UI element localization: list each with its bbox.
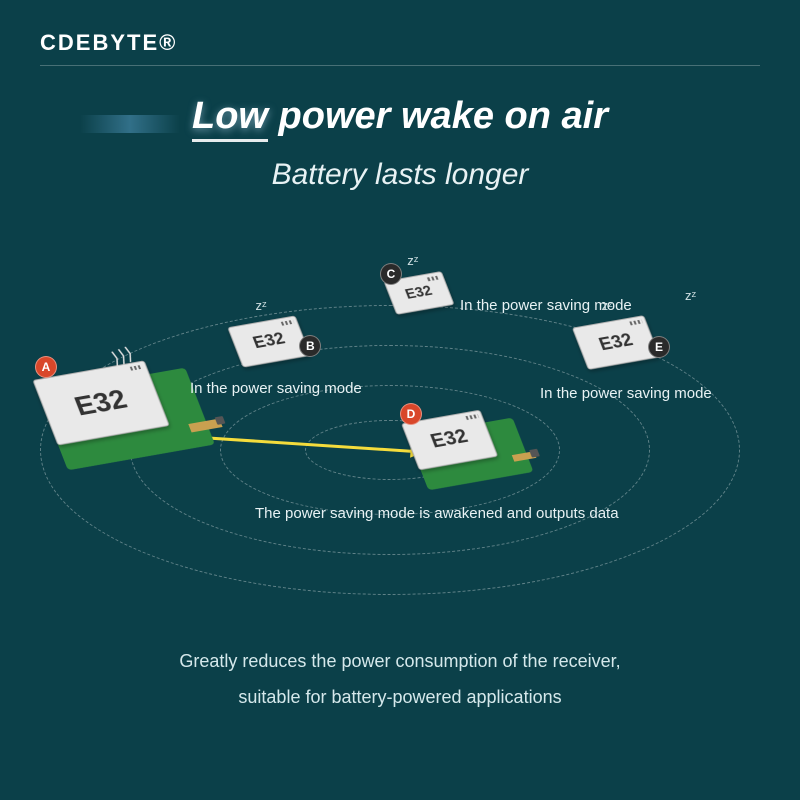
title-area: Low power wake on air Battery lasts long… [0,95,800,192]
node-badge-d: D [400,403,422,425]
title-rest: power wake on air [268,95,608,137]
module-e: E32Ezᶻ [580,320,675,382]
node-badge-c: C [380,263,402,285]
node-label-e: In the power saving mode [540,385,712,402]
footer-line-2: suitable for battery-powered application… [0,679,800,715]
node-label-b: In the power saving mode [190,380,362,397]
module-shield: E32 [227,315,311,367]
module-b: E32Bzᶻ [235,320,325,379]
sleep-icon: zᶻ [256,298,267,313]
module-d: E32D [410,415,515,483]
brand-divider [40,65,760,66]
module-shield: E32 [572,315,660,370]
title-emphasis: Low [192,95,268,142]
module-a: E32A⟩⟩⟩ [45,368,192,464]
main-title: Low power wake on air [0,95,800,138]
footer-text: Greatly reduces the power consumption of… [0,643,800,715]
footer-line-1: Greatly reduces the power consumption of… [0,643,800,679]
subtitle: Battery lasts longer [0,158,800,192]
sleep-icon: zᶻ [602,298,613,313]
brand-logo: CDEBYTE® [40,30,177,56]
node-badge-a: A [35,356,57,378]
diagram-canvas: E32A⟩⟩⟩E32BzᶻIn the power saving modeE32… [0,250,800,650]
sleep-icon: zᶻ [685,288,696,303]
node-badge-b: B [299,335,321,357]
node-label-d: The power saving mode is awakened and ou… [255,505,619,522]
node-badge-e: E [648,336,670,358]
module-c: E32Czᶻ [390,275,466,325]
sleep-icon: zᶻ [407,253,418,268]
